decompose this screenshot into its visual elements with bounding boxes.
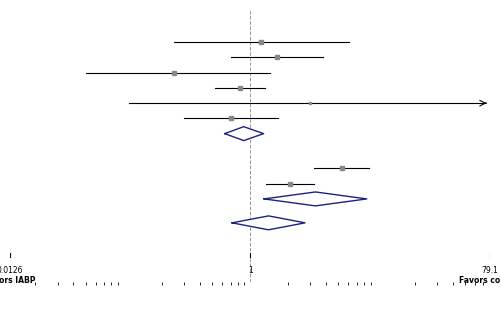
Polygon shape: [224, 127, 264, 140]
Text: Favors control: Favors control: [459, 276, 500, 285]
Text: C: C: [5, 0, 15, 2]
Text: 1: 1: [248, 266, 252, 276]
Text: 0.0126: 0.0126: [0, 266, 23, 276]
Text: 79.1: 79.1: [482, 266, 498, 276]
Polygon shape: [232, 216, 305, 230]
Polygon shape: [264, 192, 367, 206]
Text: Favors IABP: Favors IABP: [0, 276, 36, 285]
